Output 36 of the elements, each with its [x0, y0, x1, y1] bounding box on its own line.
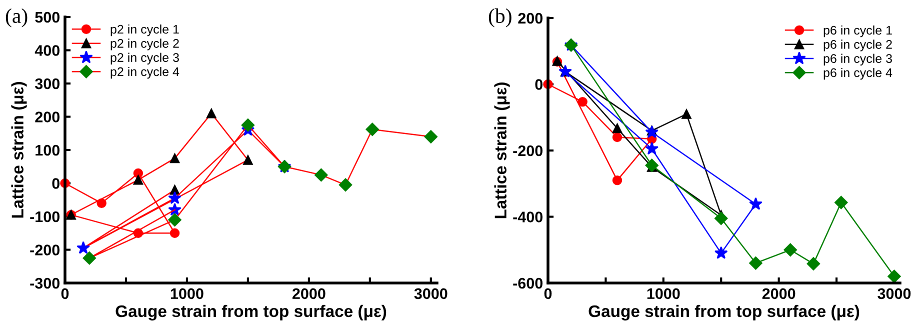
y-tick-label: 200 [518, 12, 543, 24]
y-tick-label: -200 [30, 244, 60, 256]
legend-label: p6 in cycle 2 [824, 40, 892, 52]
y-tick-label: 200 [35, 112, 60, 122]
legend-label: p2 in cycle 2 [110, 38, 179, 50]
x-tick-label: 2000 [292, 288, 326, 300]
legend-label: p2 in cycle 4 [110, 66, 180, 79]
x-axis-title: Gauge strain from top surface (με) [116, 304, 386, 320]
legend-label: p6 in cycle 3 [824, 54, 892, 66]
y-tick-label: -400 [513, 212, 543, 222]
x-tick-label: 3000 [878, 288, 911, 300]
x-tick-label: 0 [544, 288, 552, 300]
x-axis-title: Gauge strain from top surface (με) [588, 304, 860, 320]
y-tick-label: 400 [34, 45, 60, 56]
x-tick-label: 3000 [414, 288, 448, 300]
x-tick-label: 1000 [170, 288, 204, 300]
text: (a) [6, 8, 28, 28]
y-tick-label: 300 [35, 78, 60, 90]
y-axis-title: Lattice strain (με) [11, 82, 27, 218]
legend-label: p2 in cycle 3 [110, 52, 179, 64]
y-tick-label: 100 [36, 144, 60, 156]
y-tick-label: -100 [30, 211, 60, 222]
y-tick-label: -300 [30, 278, 60, 289]
y-tick-label: -200 [513, 145, 543, 156]
x-tick-label: 0 [61, 288, 69, 300]
legend-label: p6 in cycle 4 [824, 68, 892, 80]
y-tick-label: 500 [35, 12, 60, 23]
y-tick-label: 0 [535, 79, 543, 90]
x-tick-label: 2000 [762, 288, 796, 300]
legend-label: p6 in cycle 1 [824, 26, 892, 38]
legend-label: p2 in cycle 1 [110, 24, 179, 36]
y-tick-label: -600 [513, 278, 543, 289]
x-tick-label: 1000 [647, 288, 680, 300]
y-axis-title: Lattice strain (με) [494, 82, 510, 218]
text: (b) [488, 8, 512, 28]
y-tick-label: 0 [52, 178, 60, 189]
